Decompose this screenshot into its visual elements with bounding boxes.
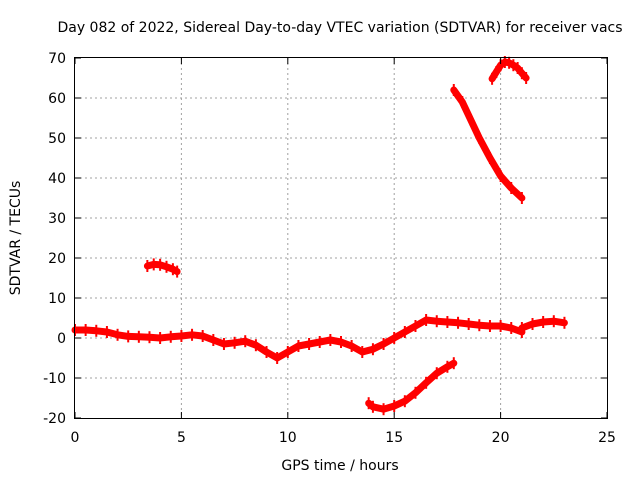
y-tick-label: 60 bbox=[48, 91, 66, 107]
y-tick-label: 0 bbox=[57, 331, 66, 347]
series-negative-arc bbox=[365, 359, 458, 413]
y-tick-label: 30 bbox=[48, 211, 66, 227]
series-falling-arc bbox=[450, 86, 526, 202]
x-axis-label: GPS time / hours bbox=[281, 458, 398, 474]
x-tick-label: 10 bbox=[279, 430, 297, 446]
grid-layer bbox=[75, 58, 607, 418]
chart-title: Day 082 of 2022, Sidereal Day-to-day VTE… bbox=[57, 20, 622, 36]
y-tick-label: 50 bbox=[48, 131, 66, 147]
series-layer bbox=[71, 56, 568, 416]
tick-layer: 0 5 10 15 20 25 -20 -10 0 10 20 30 40 50 60 70 bbox=[43, 51, 616, 446]
y-tick-label: 40 bbox=[48, 171, 66, 187]
y-tick-label: 20 bbox=[48, 251, 66, 267]
x-tick-label: 20 bbox=[492, 430, 510, 446]
y-tick-label: -10 bbox=[43, 371, 66, 387]
series-main-trace bbox=[71, 316, 526, 362]
y-axis-label: SDTVAR / TECUs bbox=[8, 181, 24, 296]
y-tick-label: -20 bbox=[43, 411, 66, 427]
x-tick-label: 0 bbox=[71, 430, 80, 446]
x-tick-label: 5 bbox=[177, 430, 186, 446]
y-tick-label: 10 bbox=[48, 291, 66, 307]
x-tick-label: 15 bbox=[385, 430, 403, 446]
x-tick-label: 25 bbox=[598, 430, 616, 446]
plot-frame bbox=[74, 57, 608, 419]
y-tick-label: 70 bbox=[48, 51, 66, 67]
